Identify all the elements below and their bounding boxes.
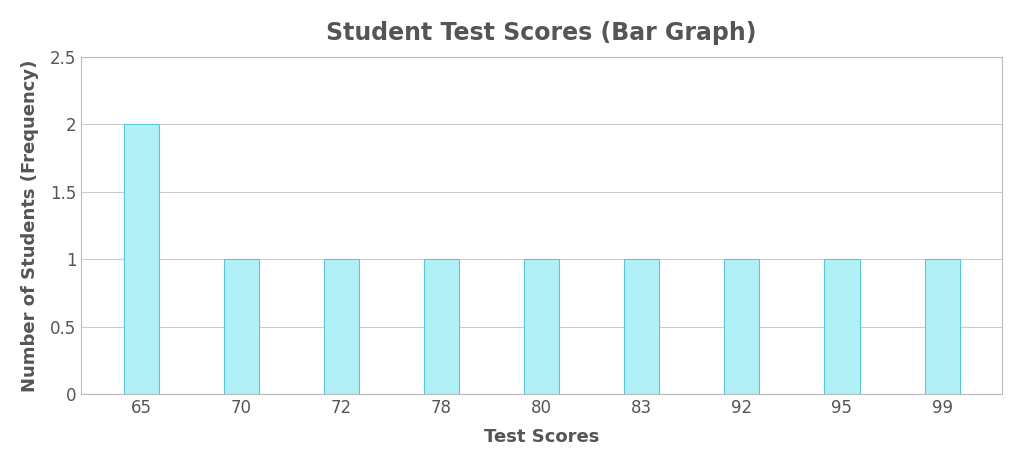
- Bar: [524, 259, 560, 394]
- Bar: [224, 259, 259, 394]
- Bar: [124, 124, 159, 394]
- Bar: [324, 259, 359, 394]
- X-axis label: Test Scores: Test Scores: [484, 428, 599, 446]
- Y-axis label: Number of Students (Frequency): Number of Students (Frequency): [20, 59, 39, 391]
- Bar: [925, 259, 960, 394]
- Bar: [425, 259, 459, 394]
- Bar: [724, 259, 759, 394]
- Bar: [624, 259, 659, 394]
- Bar: [825, 259, 859, 394]
- Title: Student Test Scores (Bar Graph): Student Test Scores (Bar Graph): [326, 21, 757, 45]
